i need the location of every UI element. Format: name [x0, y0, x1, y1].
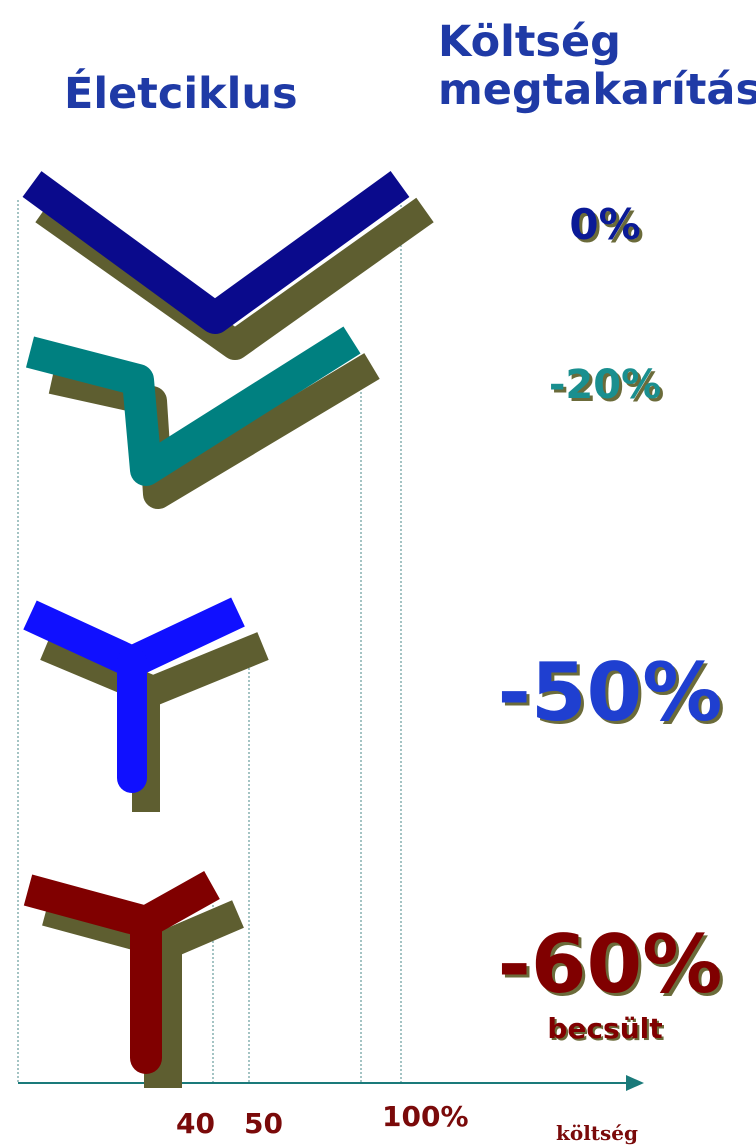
cost-axis-label: költség — [556, 1121, 639, 1145]
lifecycle-header: Életciklus — [64, 69, 298, 119]
v-shape-20 — [25, 326, 380, 509]
axis-tick-100: 100% — [382, 1100, 469, 1133]
savings-header-line1: Költség — [438, 17, 621, 67]
v-shape-0-body — [22, 171, 410, 334]
savings-label-60: -60% — [497, 918, 723, 1011]
v-shape-0 — [22, 171, 434, 360]
savings-label-0: 0% — [569, 200, 641, 249]
v-shape-20-body — [25, 326, 361, 486]
y-shape-60 — [23, 871, 244, 1088]
savings-label-50: -50% — [497, 646, 723, 739]
cost-axis — [18, 1075, 644, 1091]
estimated-note: becsült — [547, 1012, 663, 1045]
savings-header: Költség megtakarítás — [438, 18, 756, 114]
savings-label-20: -20% — [548, 362, 662, 408]
savings-header-line2: megtakarítás — [438, 65, 756, 115]
cost-axis-arrowhead — [626, 1075, 644, 1091]
axis-tick-40: 40 — [176, 1107, 215, 1140]
y-shape-50 — [23, 597, 269, 812]
axis-tick-50: 50 — [244, 1107, 283, 1140]
